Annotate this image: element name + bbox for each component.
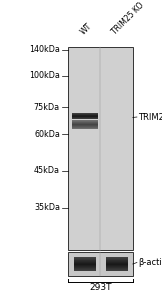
Bar (106, 261, 128, 262)
Bar (74, 266, 96, 267)
Bar (68, 46, 133, 250)
Bar (74, 262, 96, 263)
Bar (106, 263, 128, 264)
Text: 100kDa: 100kDa (29, 71, 60, 80)
Bar (74, 261, 96, 262)
Bar (106, 264, 128, 265)
Bar (106, 269, 128, 270)
Bar (106, 270, 128, 271)
Text: TRIM25 KO: TRIM25 KO (110, 0, 146, 36)
Text: 75kDa: 75kDa (34, 103, 60, 112)
Bar (106, 259, 128, 260)
Bar (74, 265, 96, 266)
Text: 60kDa: 60kDa (34, 130, 60, 139)
Bar (74, 268, 96, 269)
Bar (106, 265, 128, 266)
Bar (106, 267, 128, 268)
Bar (74, 260, 96, 261)
Bar (74, 257, 96, 258)
Bar (74, 267, 96, 268)
Bar (106, 268, 128, 269)
Text: TRIM25: TRIM25 (139, 112, 162, 122)
Text: WT: WT (79, 21, 94, 36)
Bar (74, 264, 96, 265)
Text: 45kDa: 45kDa (34, 167, 60, 176)
Text: β-actin: β-actin (139, 258, 162, 267)
Text: 293T: 293T (89, 284, 112, 292)
Bar (68, 252, 133, 276)
Bar (74, 258, 96, 259)
Bar (74, 270, 96, 271)
Bar (106, 257, 128, 258)
Bar (106, 266, 128, 267)
Bar (74, 269, 96, 270)
Bar (106, 260, 128, 261)
Bar (74, 263, 96, 264)
Bar (106, 262, 128, 263)
Text: 140kDa: 140kDa (29, 45, 60, 54)
Bar (74, 259, 96, 260)
Text: 35kDa: 35kDa (34, 203, 60, 212)
Bar (106, 258, 128, 259)
